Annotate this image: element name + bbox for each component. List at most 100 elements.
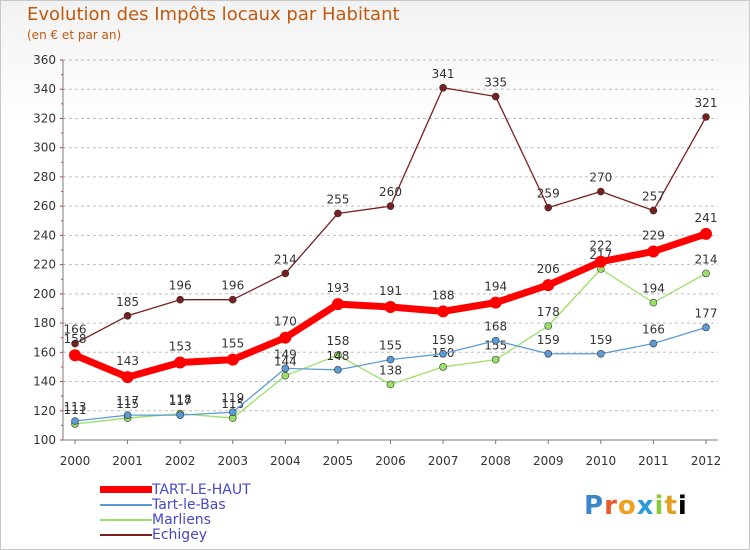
data-label: 138 — [379, 363, 402, 377]
x-tick-label: 2006 — [375, 454, 406, 468]
data-point — [228, 295, 237, 304]
data-point — [386, 355, 395, 364]
data-point — [386, 202, 395, 210]
data-label: 159 — [537, 333, 560, 347]
data-point — [226, 353, 239, 366]
data-label: 158 — [64, 332, 87, 346]
data-point — [334, 209, 342, 218]
data-label: 206 — [537, 262, 560, 276]
data-label: 117 — [169, 394, 192, 408]
x-tick-label: 2011 — [638, 454, 669, 468]
y-tick-label: 320 — [33, 111, 56, 125]
data-label: 185 — [116, 295, 139, 309]
data-label: 155 — [379, 339, 402, 353]
data-point — [71, 339, 79, 348]
data-label: 321 — [695, 96, 718, 110]
data-label: 241 — [695, 211, 718, 225]
logo-letter: x — [636, 491, 655, 521]
data-label: 155 — [221, 337, 244, 351]
logo-letter: i — [654, 491, 665, 521]
data-point — [123, 311, 132, 320]
data-label: 170 — [274, 315, 297, 329]
data-label: 196 — [221, 279, 244, 293]
data-label: 115 — [116, 397, 139, 411]
data-point — [700, 227, 712, 240]
data-point — [439, 363, 447, 371]
x-tick-label: 2005 — [323, 454, 354, 468]
data-point — [702, 269, 710, 278]
y-tick-label: 280 — [33, 170, 56, 184]
data-label: 222 — [589, 239, 612, 253]
data-point — [334, 366, 342, 374]
data-label: 149 — [274, 347, 297, 361]
data-point — [594, 255, 607, 268]
data-point — [228, 408, 237, 417]
data-label: 188 — [432, 288, 455, 302]
legend-swatch — [100, 504, 152, 506]
logo-letter: t — [664, 491, 678, 521]
y-tick-label: 140 — [33, 375, 56, 389]
legend-swatch — [100, 519, 152, 521]
data-point — [439, 349, 447, 358]
y-tick-label: 220 — [33, 258, 56, 272]
y-tick-label: 340 — [33, 82, 56, 96]
y-tick-label: 240 — [33, 228, 56, 242]
data-label: 341 — [432, 67, 455, 81]
data-point — [491, 355, 500, 364]
data-point — [174, 356, 187, 369]
data-point — [489, 296, 502, 309]
data-label: 214 — [695, 252, 718, 266]
y-tick-label: 200 — [33, 287, 56, 301]
data-point — [279, 331, 292, 344]
data-point — [386, 380, 395, 389]
logo-letter: r — [604, 491, 618, 521]
data-label: 229 — [642, 228, 665, 242]
data-label: 153 — [169, 340, 192, 354]
data-point — [542, 279, 555, 292]
y-tick-label: 100 — [33, 433, 56, 447]
x-tick-label: 2010 — [586, 454, 617, 468]
data-point — [331, 298, 344, 311]
x-tick-label: 2000 — [60, 454, 91, 468]
data-point — [544, 349, 553, 358]
data-label: 158 — [326, 334, 349, 348]
legend-swatch — [100, 486, 152, 493]
data-point — [702, 113, 710, 121]
data-point — [544, 203, 553, 212]
x-tick-label: 2007 — [428, 454, 459, 468]
data-point — [69, 349, 81, 362]
legend-label: Tart-le-Bas — [152, 497, 226, 513]
data-label: 113 — [64, 400, 87, 414]
chart-subtitle: (en € et par an) — [27, 28, 122, 42]
legend-label: TART-LE-HAUT — [152, 482, 251, 498]
data-label: 335 — [484, 76, 507, 90]
data-label: 194 — [642, 282, 665, 296]
data-label: 166 — [64, 323, 87, 337]
y-tick-label: 160 — [33, 345, 56, 359]
data-label: 111 — [64, 403, 87, 417]
data-label: 270 — [589, 171, 612, 185]
data-point — [281, 364, 290, 373]
x-tick-label: 2004 — [270, 454, 301, 468]
data-label: 168 — [484, 320, 507, 334]
x-tick-label: 2001 — [112, 454, 143, 468]
data-point — [384, 301, 397, 313]
data-point — [649, 298, 658, 307]
data-point — [649, 339, 658, 348]
data-point — [176, 411, 184, 419]
data-point — [597, 187, 605, 196]
data-label: 119 — [221, 391, 244, 405]
data-point — [649, 206, 658, 215]
data-point — [544, 322, 553, 330]
y-tick-label: 120 — [33, 404, 56, 418]
data-label: 143 — [116, 354, 139, 368]
x-tick-label: 2009 — [533, 454, 564, 468]
data-label: 257 — [642, 190, 665, 204]
x-tick-label: 2008 — [480, 454, 511, 468]
data-label: 196 — [169, 279, 192, 293]
data-point — [597, 349, 605, 358]
x-tick-label: 2012 — [691, 454, 722, 468]
logo-letter: o — [617, 491, 637, 521]
data-label: 148 — [326, 349, 349, 363]
